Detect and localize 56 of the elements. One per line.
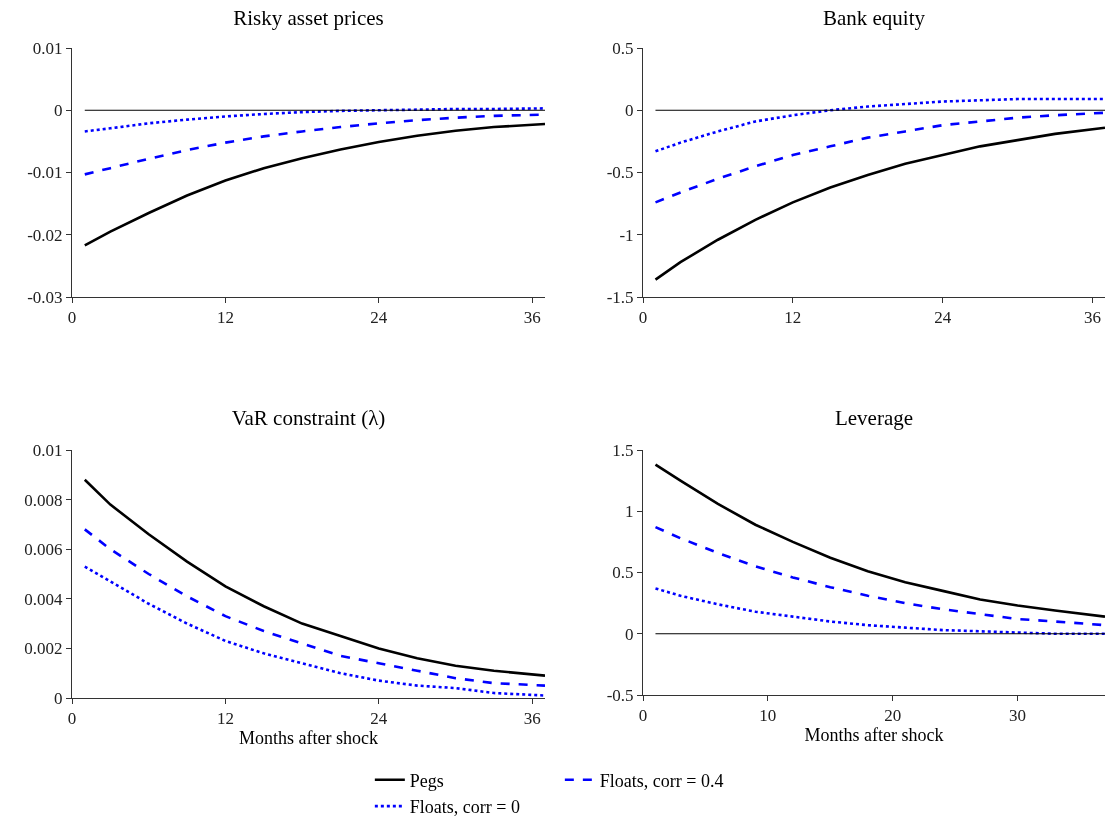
y-tick-label: 0.002 [24, 639, 63, 659]
y-tick-label: -0.03 [27, 287, 63, 307]
line-series [654, 587, 1105, 636]
y-tick-label: 0.004 [24, 589, 64, 609]
chart-title: Leverage [834, 405, 914, 430]
x-tick-label: 30 [1009, 706, 1027, 726]
y-tick-label: 0.5 [612, 38, 634, 58]
line-series [654, 126, 1105, 281]
chart-title: Bank equity [822, 5, 926, 30]
y-tick-label: 0.01 [32, 38, 63, 58]
x-tick-label: 12 [784, 308, 802, 328]
x-tick-label: 10 [759, 706, 777, 726]
y-tick-label: 1.5 [612, 440, 634, 460]
x-tick-label: 0 [638, 706, 648, 726]
x-tick-label: 36 [1084, 308, 1102, 328]
line-series [83, 478, 545, 677]
line-series [83, 107, 545, 133]
y-tick-label: 0.008 [24, 490, 63, 510]
x-tick-label: 24 [934, 308, 952, 328]
y-tick-label: 0.5 [612, 563, 634, 583]
x-tick-label: 0 [638, 308, 648, 328]
line-series [654, 111, 1105, 204]
x-tick-label: 0 [67, 709, 77, 729]
y-tick-label: 0.01 [32, 440, 63, 460]
line-series [83, 565, 545, 697]
x-tick-label: 24 [370, 709, 388, 729]
y-tick-label: 0 [54, 101, 63, 121]
x-tick-label: 20 [884, 706, 902, 726]
y-tick-label: -0.5 [606, 685, 634, 705]
y-tick-label: -1 [619, 225, 634, 245]
x-axis-title: Months after shock [804, 725, 944, 746]
chart-title: VaR constraint (λ) [231, 405, 386, 430]
x-tick-label: 12 [216, 308, 234, 328]
legend-label: Floats, corr = 0.4 [599, 770, 724, 791]
x-tick-label: 36 [523, 709, 541, 729]
line-series [83, 528, 545, 687]
y-tick-label: 0 [625, 624, 634, 644]
legend-label: Pegs [409, 770, 444, 791]
y-tick-label: -0.5 [606, 163, 634, 183]
y-tick-label: -0.01 [27, 163, 63, 183]
line-series [654, 463, 1105, 618]
y-tick-label: -1.5 [606, 287, 634, 307]
line-series [83, 122, 545, 247]
y-tick-label: 1 [625, 502, 634, 522]
x-tick-label: 36 [523, 308, 541, 328]
line-series [654, 97, 1105, 153]
y-tick-label: -0.02 [27, 225, 63, 245]
legend-label: Floats, corr = 0 [409, 797, 520, 818]
x-axis-title: Months after shock [239, 728, 378, 749]
chart-title: Risky asset prices [233, 5, 384, 30]
x-tick-label: 24 [370, 308, 388, 328]
y-tick-label: 0 [625, 101, 634, 121]
x-tick-label: 0 [67, 308, 77, 328]
y-tick-label: 0.006 [24, 540, 63, 560]
x-tick-label: 12 [216, 709, 234, 729]
y-tick-label: 0 [54, 688, 63, 708]
